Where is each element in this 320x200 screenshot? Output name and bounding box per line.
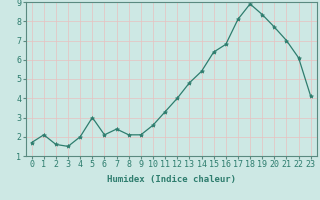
X-axis label: Humidex (Indice chaleur): Humidex (Indice chaleur) bbox=[107, 175, 236, 184]
